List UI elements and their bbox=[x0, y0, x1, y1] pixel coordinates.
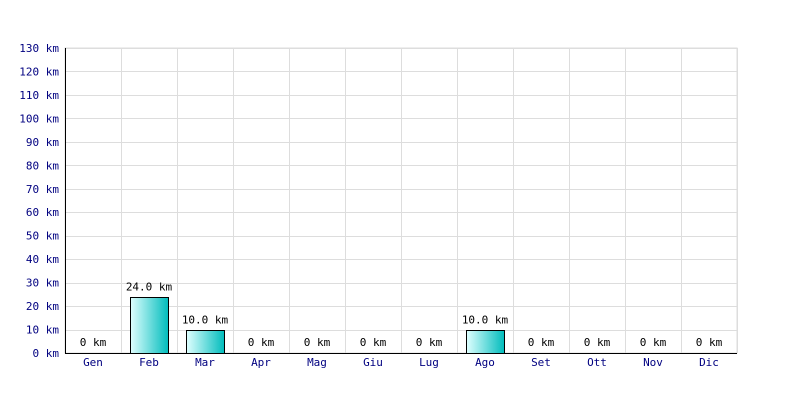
x-tick-label-set: Set bbox=[531, 356, 551, 369]
data-label-set: 0 km bbox=[528, 336, 555, 349]
x-tick-label-lug: Lug bbox=[419, 356, 439, 369]
y-tick-label: 40 km bbox=[26, 253, 59, 266]
y-tick-label: 20 km bbox=[26, 300, 59, 313]
bar-ago bbox=[466, 330, 505, 354]
data-label-mar: 10.0 km bbox=[182, 314, 229, 327]
y-tick-label: 120 km bbox=[19, 65, 59, 78]
x-tick-label-nov: Nov bbox=[643, 356, 663, 369]
bar-feb bbox=[130, 297, 169, 354]
x-tick-label-feb: Feb bbox=[139, 356, 159, 369]
x-tick-label-giu: Giu bbox=[363, 356, 383, 369]
data-label-feb: 24.0 km bbox=[126, 281, 173, 294]
bars bbox=[130, 297, 505, 354]
y-tick-label: 110 km bbox=[19, 89, 59, 102]
x-tick-label-gen: Gen bbox=[83, 356, 103, 369]
labels: 0 km 10 km 20 km 30 km 40 km 50 km 60 km 70 km 8… bbox=[19, 42, 722, 369]
data-label-dic: 0 km bbox=[696, 336, 723, 349]
y-tick-label: 60 km bbox=[26, 206, 59, 219]
y-tick-label: 130 km bbox=[19, 42, 59, 55]
data-label-giu: 0 km bbox=[360, 336, 387, 349]
y-tick-label: 10 km bbox=[26, 324, 59, 337]
y-tick-label: 100 km bbox=[19, 112, 59, 125]
data-label-nov: 0 km bbox=[640, 336, 667, 349]
y-tick-label: 70 km bbox=[26, 183, 59, 196]
data-label-gen: 0 km bbox=[80, 336, 107, 349]
y-tick-label: 0 km bbox=[33, 347, 60, 360]
data-label-ago: 10.0 km bbox=[462, 314, 509, 327]
data-label-ott: 0 km bbox=[584, 336, 611, 349]
data-label-apr: 0 km bbox=[248, 336, 275, 349]
x-tick-label-dic: Dic bbox=[699, 356, 719, 369]
y-tick-label: 90 km bbox=[26, 136, 59, 149]
x-tick-label-apr: Apr bbox=[251, 356, 271, 369]
y-tick-label: 30 km bbox=[26, 277, 59, 290]
bar-mar bbox=[186, 330, 225, 354]
data-label-mag: 0 km bbox=[304, 336, 331, 349]
y-tick-label: 80 km bbox=[26, 159, 59, 172]
data-label-lug: 0 km bbox=[416, 336, 443, 349]
x-tick-label-ott: Ott bbox=[587, 356, 607, 369]
x-tick-label-mag: Mag bbox=[307, 356, 327, 369]
x-tick-label-ago: Ago bbox=[475, 356, 495, 369]
y-tick-label: 50 km bbox=[26, 230, 59, 243]
axes bbox=[65, 48, 737, 354]
grid bbox=[64, 47, 738, 354]
x-tick-label-mar: Mar bbox=[195, 356, 215, 369]
